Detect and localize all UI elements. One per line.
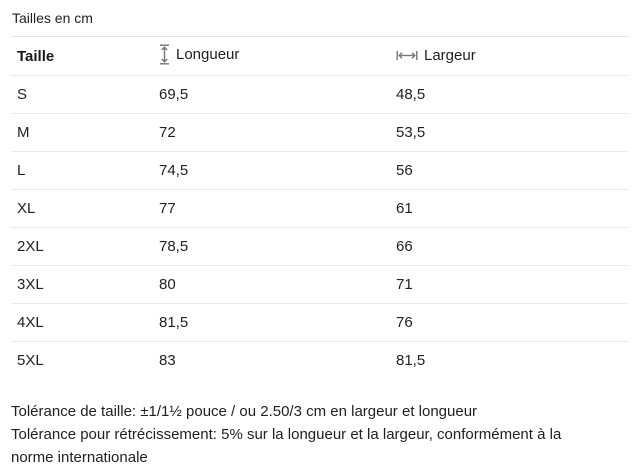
size-cell: 2XL (11, 227, 153, 266)
longueur-cell: 78,5 (153, 227, 390, 266)
longueur-cell: 81,5 (153, 303, 390, 342)
longueur-cell: 83 (159, 352, 176, 369)
table-row: 3XL 80 71 (11, 265, 628, 304)
table-header-row: Taille Longueur (11, 37, 628, 76)
tolerance-shrink-line-1: Tolérance pour rétrécissement: 5% sur la… (11, 426, 562, 443)
table-row: 2XL 78,5 66 (11, 227, 628, 266)
column-header-taille-label: Taille (17, 47, 55, 65)
table-row: L 74,5 56 (11, 151, 628, 190)
size-cell: S (11, 75, 153, 114)
largeur-cell: 53,5 (390, 113, 628, 152)
largeur-cell: 61 (390, 189, 628, 228)
tolerance-note: Tolérance de taille: ±1/1½ pouce / ou 2.… (11, 400, 628, 468)
column-header-largeur-label: Largeur (424, 47, 476, 64)
size-cell: 3XL (11, 265, 153, 304)
tolerance-shrink-line-2: norme internationale (11, 449, 148, 466)
column-header-longueur: Longueur (153, 37, 390, 76)
column-header-longueur-label: Longueur (176, 45, 240, 63)
longueur-cell: 69,5 (153, 75, 390, 114)
column-header-taille: Taille (11, 37, 153, 76)
longueur-cell: 72 (153, 113, 390, 152)
horizontal-measure-arrow-icon (396, 50, 418, 61)
largeur-cell: 48,5 (390, 75, 628, 114)
longueur-cell: 77 (153, 189, 390, 228)
largeur-cell: 81,5 (396, 352, 426, 369)
size-chart-table: Taille Longueur (11, 37, 628, 379)
vertical-measure-arrow-icon (159, 44, 170, 65)
size-cell: M (11, 113, 153, 152)
largeur-cell: 76 (390, 303, 628, 342)
page-title: Tailles en cm (11, 8, 628, 37)
table-row: XL 77 61 (11, 189, 628, 228)
table-row: S 69,5 48,5 (11, 75, 628, 114)
size-cell: 4XL (11, 303, 153, 342)
largeur-cell: 71 (390, 265, 628, 304)
table-row: 4XL 81,5 76 (11, 303, 628, 342)
column-header-largeur: Largeur (390, 37, 628, 76)
table-row: M 72 53,5 (11, 113, 628, 152)
size-cell: XL (11, 189, 153, 228)
tolerance-size-line: Tolérance de taille: ±1/1½ pouce / ou 2.… (11, 403, 478, 420)
longueur-cell: 80 (153, 265, 390, 304)
size-cell: 5XL (17, 352, 44, 369)
size-cell: L (11, 151, 153, 190)
largeur-cell: 66 (390, 227, 628, 266)
longueur-cell: 74,5 (153, 151, 390, 190)
largeur-cell: 56 (390, 151, 628, 190)
table-row: 5XL 83 81,5 (11, 342, 628, 380)
